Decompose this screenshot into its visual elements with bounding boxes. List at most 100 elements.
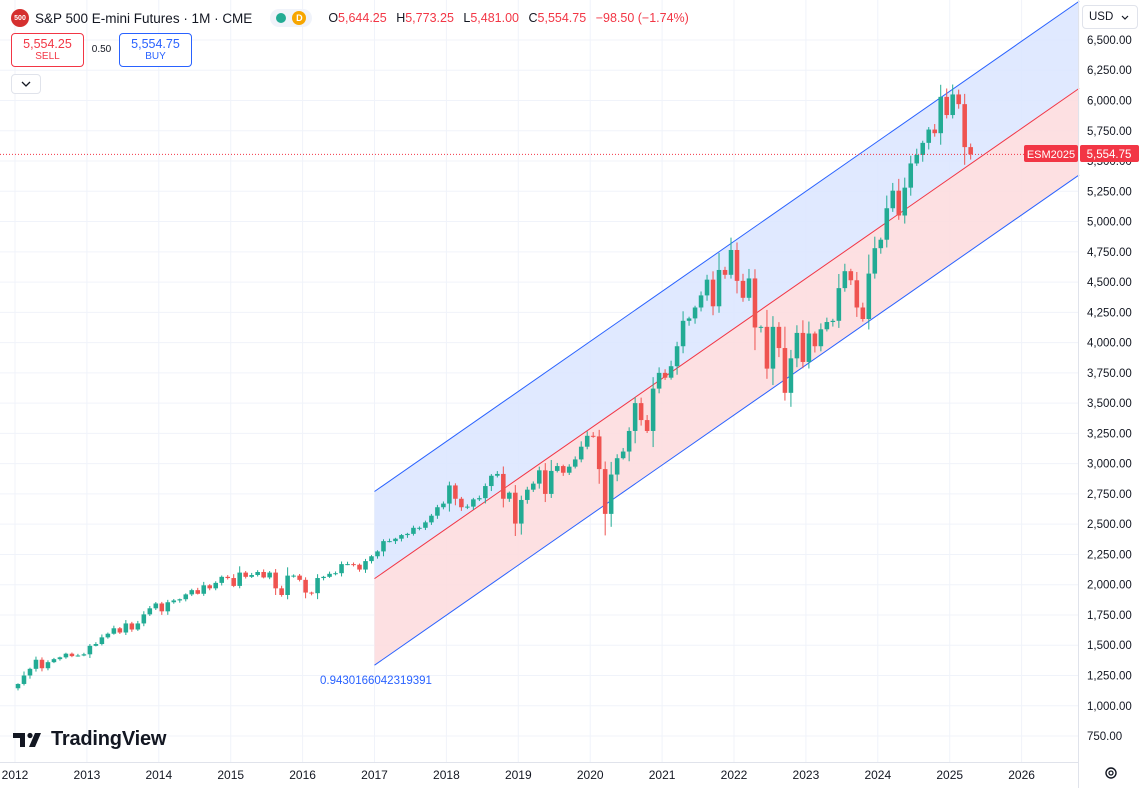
ohlc-high-value: 5,773.25 [405,11,454,25]
candle-body [710,279,716,307]
ohlc-low-key: L [463,11,471,25]
candle-body [345,564,350,566]
candle-body [902,187,908,216]
ohlc-high-key: H [396,11,406,25]
candle-body [644,420,650,431]
candle-body [387,541,392,543]
collapse-legend-button[interactable] [11,74,41,94]
chart-settings-button[interactable] [1102,764,1120,782]
y-tick-label: 3,750.00 [1087,368,1132,380]
candle-body [746,278,752,298]
x-tick-label: 2015 [217,768,244,782]
candle-body [261,571,266,578]
candle-body [243,572,248,577]
candle-body [183,594,189,600]
y-tick-label: 750.00 [1087,731,1122,743]
candle-body [465,506,470,508]
channel-value-label: 0.9430166042319391 [320,675,432,687]
market-status-pill[interactable]: D [270,9,313,27]
candle-body [860,307,866,319]
tradingview-logo[interactable]: TradingView [13,728,166,751]
y-tick-label: 3,500.00 [1087,398,1132,410]
price-tag-value-bg [1080,145,1139,162]
candle-body [459,498,464,508]
candle-body [590,435,596,437]
candle-body [213,582,218,589]
candle-body [740,280,746,298]
channel-upper-line [374,0,1080,492]
candle-body [650,388,656,431]
x-tick-label: 2023 [793,768,820,782]
candle-body [117,628,123,633]
candle-body [854,280,860,308]
y-tick-label: 2,750.00 [1087,489,1132,501]
candle-body [105,633,111,638]
candle-body [525,489,530,500]
candle-body [770,326,776,369]
regression-channel[interactable] [374,0,1080,666]
time-axis[interactable]: 2012 2013 2014 2015 2016 2017 2018 2019 2020 2021… [0,762,1078,783]
buy-button[interactable]: 5,554.75 BUY [119,33,192,67]
channel-upper-fill [374,1,1080,579]
candle-body [920,142,926,155]
candle-body [489,475,494,487]
candle-body [201,585,207,594]
y-tick-label: 4,250.00 [1087,307,1132,319]
candle-body [321,576,326,579]
candle-body [477,498,482,500]
candle-body [57,657,63,660]
candle-body [33,659,39,669]
candle-body [333,573,338,575]
candle-body [423,522,428,528]
y-tick-label: 1,000.00 [1087,701,1132,713]
candle-body [63,653,69,658]
sell-label: SELL [35,51,60,62]
candle-body [495,473,500,476]
candle-body [207,585,213,589]
candle-body [776,326,782,349]
candle-body [620,451,626,459]
candle-body [614,458,620,475]
candle-body [99,637,105,645]
price-axis[interactable]: 750.00 1,000.00 1,250.00 1,500.00 1,750.00 2,… [1078,0,1132,788]
y-tick-label: 2,000.00 [1087,580,1132,592]
candle-body [830,320,836,323]
candle-body [411,527,416,534]
candle-body [141,614,147,624]
candle-body [75,655,81,657]
x-tick-label: 2012 [2,768,29,782]
candle-body [680,320,686,347]
tradingview-logo-text: TradingView [51,728,167,750]
candle-body [429,515,434,523]
candle-body [716,269,722,307]
candle-body [249,575,254,577]
candle-body [279,588,284,595]
sell-price: 5,554.25 [23,37,72,51]
candle-body [309,592,314,594]
symbol-title[interactable]: S&P 500 E-mini Futures · 1M · CME [35,10,253,26]
y-tick-label: 5,750.00 [1087,126,1132,138]
symbol-logo-badge[interactable]: 500 [11,9,29,27]
tradingview-logo-icon [13,732,41,747]
candle-body [806,333,812,362]
y-tick-label: 1,250.00 [1087,670,1132,682]
candle-body [884,208,890,240]
sell-button[interactable]: 5,554.25 SELL [11,33,84,67]
candle-body [231,578,236,586]
candle-body [896,190,902,216]
candle-body [177,599,183,601]
candle-body [686,318,692,321]
candle-body [572,459,578,467]
candle-body [968,147,973,155]
currency-selector[interactable]: USD [1082,5,1138,29]
x-tick-label: 2018 [433,768,460,782]
y-tick-label: 4,500.00 [1087,277,1132,289]
candle-body [728,249,734,275]
candle-body [153,603,159,609]
candle-body [536,470,542,484]
candle-body [584,435,590,447]
candle-body [842,271,848,289]
candle-body [297,575,302,580]
candle-body [794,332,800,359]
